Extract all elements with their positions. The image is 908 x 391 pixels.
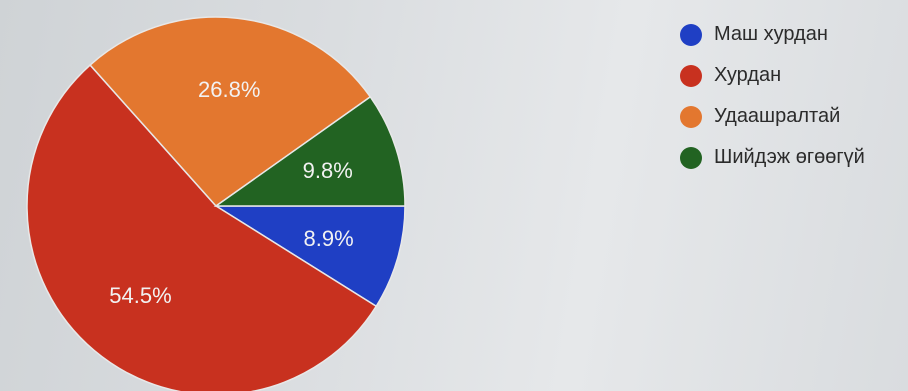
pie-slice-label-mash-khurdan: 8.9% (304, 226, 354, 251)
legend-swatch-udaashraltai (680, 105, 702, 128)
legend-item-khurdan: Хурдан (680, 55, 905, 96)
pie-slice-udaashraltai (89, 16, 372, 207)
legend-swatch-khurdan (680, 64, 702, 87)
chart-legend: Маш хурдан Хурдан Удаашралтай Шийдэж өгө… (680, 14, 905, 178)
legend-item-mash-khurdan: Маш хурдан (680, 14, 905, 55)
pie-slice-label-shiidezh-ugugui: 9.8% (303, 158, 353, 183)
legend-item-shiidezh-ugugui: Шийдэж өгөөгүй (680, 137, 905, 178)
pie-slice-khurdan (26, 63, 378, 391)
legend-item-udaashraltai: Удаашралтай (680, 96, 905, 137)
legend-label-khurdan: Хурдан (714, 64, 782, 86)
legend-label-mash-khurdan: Маш хурдан (714, 23, 828, 45)
pie-slice-shiidezh-ugugui (213, 95, 406, 207)
pie-slice-label-udaashraltai: 26.8% (198, 77, 260, 102)
legend-swatch-mash-khurdan (680, 23, 702, 46)
legend-label-udaashraltai: Удаашралтай (714, 105, 841, 127)
legend-swatch-shiidezh-ugugui (680, 146, 702, 169)
legend-label-shiidezh-ugugui: Шийдэж өгөөгүй (714, 146, 865, 168)
pie-slice-label-khurdan: 54.5% (109, 283, 171, 308)
pie-slice-mash-khurdan (213, 205, 406, 308)
